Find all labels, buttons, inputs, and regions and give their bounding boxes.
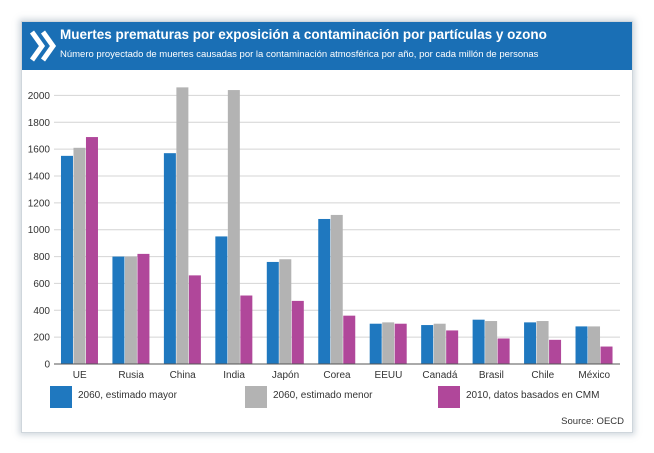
bar <box>124 256 137 364</box>
y-tick-label: 2000 <box>28 91 51 102</box>
bar <box>575 326 588 364</box>
y-tick-label: 1200 <box>28 198 51 209</box>
bar <box>112 256 125 364</box>
x-tick-label: Chile <box>531 370 554 380</box>
x-tick-label: Corea <box>323 370 351 380</box>
bar <box>279 259 292 364</box>
bar <box>382 322 395 364</box>
x-tick-label: India <box>223 370 245 380</box>
legend-swatch-low <box>245 386 267 408</box>
y-tick-label: 0 <box>44 360 50 371</box>
bar <box>485 321 498 364</box>
x-tick-label: EEUU <box>375 370 403 380</box>
chart-subtitle: Número proyectado de muertes causadas po… <box>60 49 539 60</box>
bar <box>421 325 434 364</box>
x-tick-label: Canadá <box>422 370 457 380</box>
y-tick-label: 1600 <box>28 145 51 156</box>
bar <box>536 321 549 364</box>
bar <box>497 338 510 364</box>
bar <box>85 137 98 364</box>
bar <box>73 147 86 364</box>
legend-label-high: 2060, estimado mayor <box>78 390 177 401</box>
bar <box>163 153 176 364</box>
bar <box>588 326 601 364</box>
x-tick-label: Brasil <box>479 370 504 380</box>
legend-swatch-high <box>50 386 72 408</box>
chart-header: Muertes prematuras por exposición a cont… <box>22 22 632 70</box>
bar <box>330 214 343 364</box>
bar <box>343 315 356 364</box>
bar <box>394 323 407 364</box>
bar <box>446 330 459 364</box>
y-tick-label: 600 <box>33 279 50 290</box>
bar <box>318 218 331 364</box>
bar <box>524 322 537 364</box>
x-tick-label: China <box>170 370 197 380</box>
legend-label-2010: 2010, datos basados en CMM <box>466 390 600 401</box>
y-tick-label: 400 <box>33 306 50 317</box>
y-tick-label: 200 <box>33 333 50 344</box>
x-tick-label: UE <box>73 370 87 380</box>
y-tick-label: 1000 <box>28 225 51 236</box>
chart-card: Muertes prematuras por exposición a cont… <box>21 21 633 433</box>
x-tick-label: México <box>578 370 610 380</box>
y-tick-label: 800 <box>33 252 50 263</box>
bar <box>266 261 279 364</box>
y-tick-label: 1800 <box>28 118 51 129</box>
y-tick-label: 1400 <box>28 172 51 183</box>
bar <box>188 275 201 364</box>
chart-title: Muertes prematuras por exposición a cont… <box>60 27 547 42</box>
bar <box>227 90 240 365</box>
bar <box>60 155 73 364</box>
double-chevron-icon <box>29 30 57 62</box>
legend-label-low: 2060, estimado menor <box>273 390 373 401</box>
bar <box>291 300 304 364</box>
bar <box>600 346 613 364</box>
bar-chart: 0 200 400 600 800 1000 1200 1400 1600 1800 2000 UE R… <box>28 87 620 380</box>
source-note: Source: OECD <box>561 416 624 427</box>
bar <box>137 253 150 364</box>
bar <box>176 87 189 364</box>
x-tick-label: Rusia <box>118 370 144 380</box>
bar <box>549 339 562 364</box>
bar <box>240 295 253 364</box>
bar <box>472 319 485 364</box>
x-tick-label: Japón <box>272 370 299 380</box>
bar <box>215 236 228 364</box>
bar <box>369 323 382 364</box>
legend-swatch-2010 <box>438 386 460 408</box>
bar <box>433 323 446 364</box>
